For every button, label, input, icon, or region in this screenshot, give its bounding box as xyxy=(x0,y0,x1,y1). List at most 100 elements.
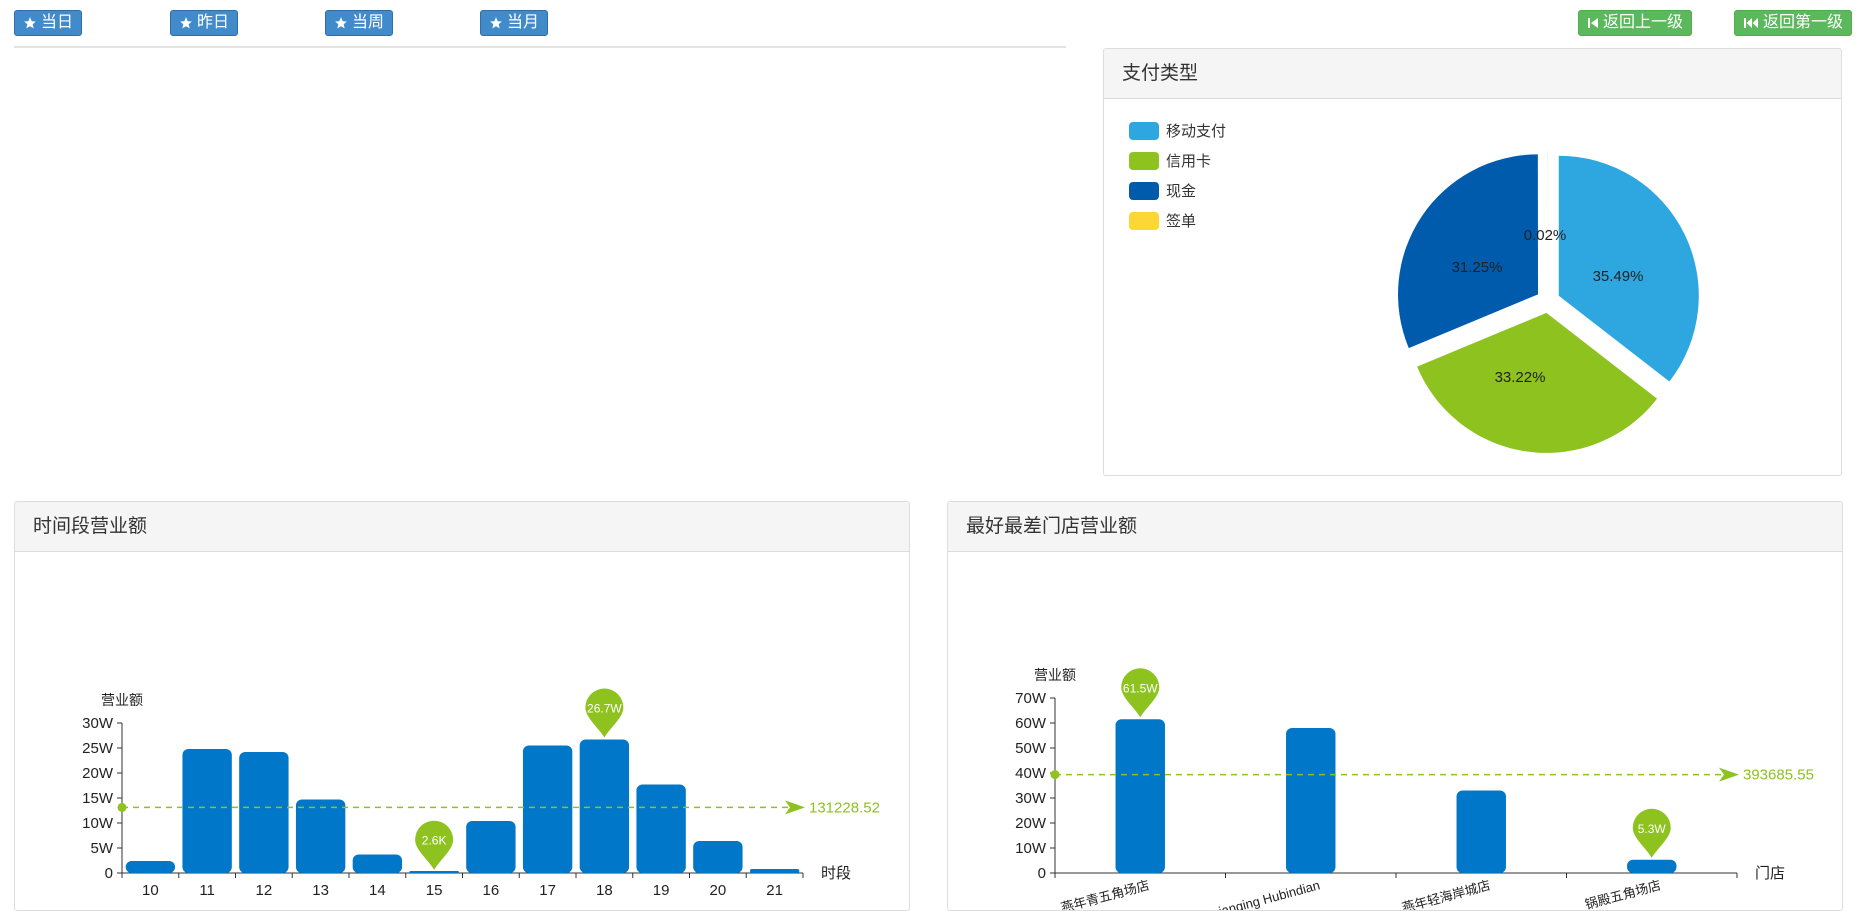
bar xyxy=(239,752,288,873)
y-tick-label: 70W xyxy=(1015,690,1047,707)
bar xyxy=(1286,728,1335,873)
bar xyxy=(750,869,799,873)
bar xyxy=(296,800,345,874)
legend-swatch xyxy=(1129,182,1159,200)
bar xyxy=(353,855,402,874)
back-one-level-button[interactable]: 返回上一级 xyxy=(1578,10,1692,36)
y-axis-title: 营业额 xyxy=(1034,667,1076,683)
y-tick-label: 30W xyxy=(1015,790,1047,807)
legend-label: 移动支付 xyxy=(1166,120,1226,141)
x-tick-label: 19 xyxy=(653,882,670,899)
x-tick-label: 锅殿五角场店 xyxy=(1583,877,1662,911)
yesterday-label: 昨日 xyxy=(197,10,229,36)
y-tick-label: 20W xyxy=(1015,815,1047,832)
this-week-label: 当周 xyxy=(352,10,384,36)
legend-label: 签单 xyxy=(1166,210,1196,231)
legend-item-mobile[interactable]: 移动支付 xyxy=(1129,120,1226,141)
y-tick-label: 5W xyxy=(91,840,114,857)
x-tick-label: 21 xyxy=(766,882,783,899)
legend-label: 现金 xyxy=(1166,180,1196,201)
y-tick-label: 20W xyxy=(82,765,114,782)
y-axis-title: 营业额 xyxy=(101,692,143,708)
panel-title: 最好最差门店营业额 xyxy=(948,502,1842,552)
y-tick-label: 0 xyxy=(1038,865,1046,882)
this-week-button[interactable]: 当周 xyxy=(325,10,393,36)
bar xyxy=(409,871,458,873)
legend-item-sign-bill[interactable]: 签单 xyxy=(1129,210,1196,231)
panel-title: 支付类型 xyxy=(1104,49,1841,99)
x-tick-label: 燕年轻海岸城店 xyxy=(1400,877,1492,911)
pie-slice-2 xyxy=(1398,154,1538,348)
back-first-level-label: 返回第一级 xyxy=(1763,10,1843,36)
bar xyxy=(523,746,572,874)
x-axis-title: 门店 xyxy=(1755,865,1785,882)
bar xyxy=(126,861,175,873)
average-line-label: 131228.52 xyxy=(809,799,880,816)
marker-label: 26.7W xyxy=(587,702,622,716)
x-tick-label: 11 xyxy=(199,882,215,899)
back-one-level-label: 返回上一级 xyxy=(1603,10,1683,36)
average-line-arrow xyxy=(1719,768,1739,782)
y-tick-label: 15W xyxy=(82,790,114,807)
fast-backward-icon xyxy=(1743,17,1759,29)
star-icon xyxy=(179,16,193,30)
legend-swatch xyxy=(1129,212,1159,230)
average-line-start xyxy=(118,803,127,812)
pie-slice-1 xyxy=(1417,313,1657,453)
yesterday-button[interactable]: 昨日 xyxy=(170,10,238,36)
y-tick-label: 10W xyxy=(1015,840,1047,857)
this-month-button[interactable]: 当月 xyxy=(480,10,548,36)
legend-item-cash[interactable]: 现金 xyxy=(1129,180,1196,201)
bar xyxy=(693,841,742,873)
legend-swatch xyxy=(1129,122,1159,140)
today-button[interactable]: 当日 xyxy=(14,10,82,36)
x-tick-label: 14 xyxy=(369,882,386,899)
pie-label-1: 33.22% xyxy=(1495,369,1546,386)
x-tick-label: 18 xyxy=(596,882,613,899)
pie-label-2: 31.25% xyxy=(1452,259,1503,276)
payment-pie-chart: 35.49% 33.22% 31.25% 0.02% xyxy=(1104,99,1841,475)
star-icon xyxy=(23,16,37,30)
bar xyxy=(636,785,685,874)
bar xyxy=(1457,791,1506,874)
x-tick-label: 17 xyxy=(539,882,556,899)
bar xyxy=(182,749,231,873)
divider xyxy=(14,46,1066,48)
star-icon xyxy=(489,16,503,30)
this-month-label: 当月 xyxy=(507,10,539,36)
x-tick-label: 16 xyxy=(483,882,500,899)
legend-label: 信用卡 xyxy=(1166,150,1211,171)
y-tick-label: 10W xyxy=(82,815,114,832)
y-tick-label: 60W xyxy=(1015,715,1047,732)
average-line-start xyxy=(1051,770,1060,779)
payment-type-panel: 支付类型 移动支付 信用卡 现金 签单 35.49% 33.22% 31.25% 0.… xyxy=(1103,48,1842,476)
x-tick-label: 12 xyxy=(256,882,273,899)
y-tick-label: 0 xyxy=(105,865,113,882)
x-tick-label: Zhengnianqing Hubindian xyxy=(1175,877,1322,911)
bar xyxy=(1116,719,1165,873)
bar xyxy=(580,740,629,874)
y-tick-label: 40W xyxy=(1015,765,1047,782)
panel-title: 时间段营业额 xyxy=(15,502,909,552)
store-revenue-panel: 最好最差门店营业额 营业额 0 10W 20W 30W 40W 50W 60W 70W 门店燕年青… xyxy=(947,501,1843,911)
x-tick-label: 20 xyxy=(710,882,727,899)
bar xyxy=(1627,860,1676,873)
legend-swatch xyxy=(1129,152,1159,170)
x-tick-label: 燕年青五角场店 xyxy=(1059,877,1151,911)
y-tick-label: 25W xyxy=(82,740,114,757)
back-first-level-button[interactable]: 返回第一级 xyxy=(1734,10,1852,36)
marker-label: 61.5W xyxy=(1123,681,1158,695)
legend-item-credit-card[interactable]: 信用卡 xyxy=(1129,150,1211,171)
star-icon xyxy=(334,16,348,30)
marker-label: 5.3W xyxy=(1638,822,1667,836)
pie-slice-0 xyxy=(1559,156,1699,382)
y-tick-label: 50W xyxy=(1015,740,1047,757)
bar xyxy=(466,821,515,873)
pie-label-3: 0.02% xyxy=(1524,227,1567,244)
x-tick-label: 13 xyxy=(312,882,329,899)
marker-label: 2.6K xyxy=(422,834,447,848)
pie-label-0: 35.49% xyxy=(1593,268,1644,285)
